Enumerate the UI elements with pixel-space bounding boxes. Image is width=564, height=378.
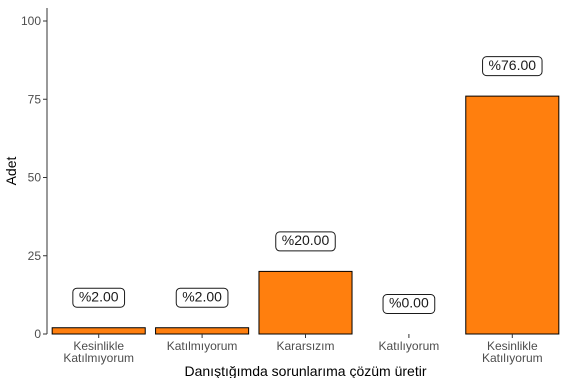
- y-tick-label: 25: [28, 249, 42, 263]
- data-label: %20.00: [275, 231, 336, 252]
- y-axis-title: Adet: [3, 156, 19, 185]
- y-tick-label: 0: [34, 327, 41, 341]
- bar: [155, 327, 250, 335]
- data-label-box: [72, 287, 126, 308]
- data-label-text: %20.00: [282, 232, 330, 248]
- y-tick-label: 100: [21, 14, 41, 28]
- data-label: %76.00: [482, 56, 543, 77]
- data-label-box: [275, 231, 336, 252]
- bar: [51, 327, 146, 335]
- data-label-text: %76.00: [489, 57, 537, 73]
- data-label: %0.00: [382, 294, 436, 314]
- x-tick-label: Katılıyorum: [379, 339, 440, 353]
- bar: [258, 270, 353, 335]
- data-labels-layer: %2.00 %2.00 %20.00 %0.00 %76.00: [72, 56, 543, 314]
- data-label-box: [175, 287, 229, 308]
- x-tick-label: Katılmıyorum: [63, 351, 134, 365]
- bar: [465, 95, 560, 335]
- data-label-text: %0.00: [389, 295, 429, 311]
- bars-layer: [51, 95, 560, 335]
- x-tick-label: Kesinlikle: [487, 339, 538, 353]
- data-label-text: %2.00: [182, 288, 222, 304]
- data-label: %2.00: [175, 287, 229, 308]
- x-tick-label: Katılıyorum: [482, 351, 543, 365]
- y-tick-label: 50: [28, 171, 42, 185]
- x-axis-title: Danıştığımda sorunlarıma çözüm üretir: [185, 363, 427, 378]
- y-axis-ticks: 0 25 50 75 100: [21, 14, 47, 341]
- data-label: %2.00: [72, 287, 126, 308]
- data-label-box: [482, 56, 543, 77]
- x-tick-label: Kararsızım: [276, 339, 334, 353]
- y-tick-label: 75: [28, 92, 42, 106]
- data-label-box: [382, 294, 436, 314]
- x-tick-label: Kesinlikle: [73, 339, 124, 353]
- data-label-text: %2.00: [79, 288, 119, 304]
- x-tick-label: Katılmıyorum: [167, 339, 238, 353]
